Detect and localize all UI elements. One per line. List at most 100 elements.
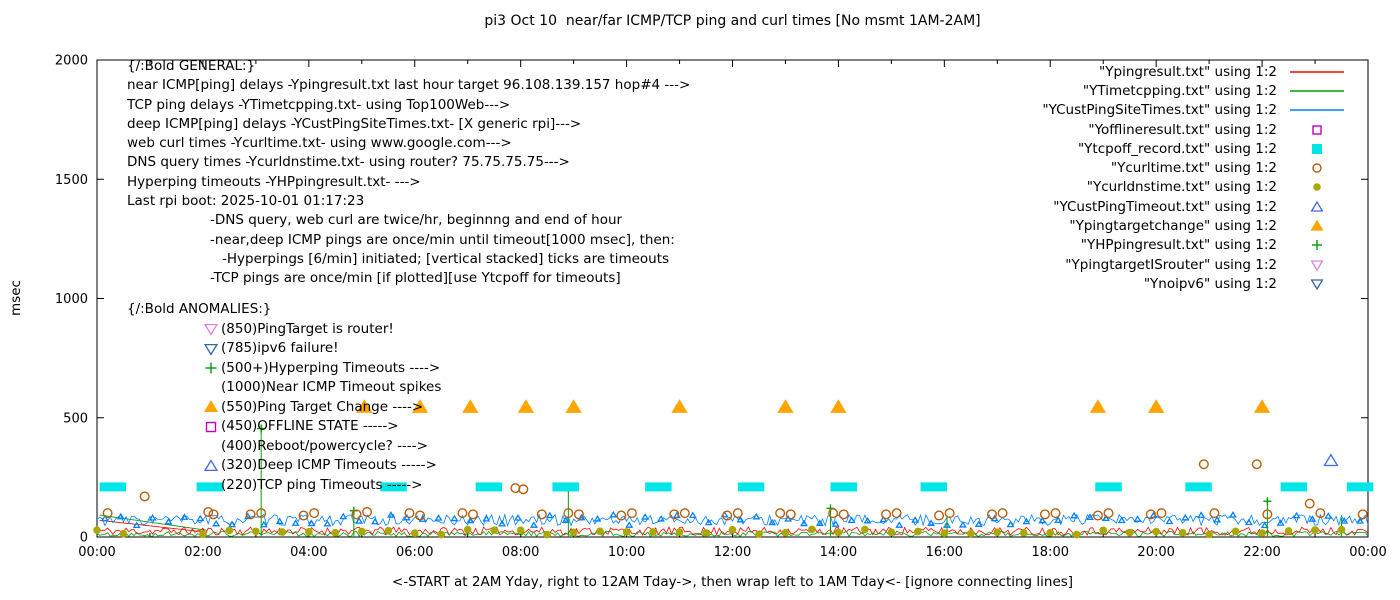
- x-tick-label: 06:00: [396, 545, 433, 560]
- anomaly-item: (850)PingTarget is router!: [127, 320, 441, 340]
- x-tick-label: 08:00: [502, 545, 539, 560]
- anomaly-label: (400)Reboot/powercycle? ---->: [221, 437, 428, 454]
- legend-sample-circle-filled-icon: [1313, 183, 1321, 192]
- anomaly-item: (500+)Hyperping Timeouts ---->: [127, 359, 441, 379]
- blank-icon: [203, 380, 219, 396]
- x-tick-label: 20:00: [1137, 545, 1174, 560]
- x-tick-label: 12:00: [714, 545, 751, 560]
- legend-entry: "YpingtargetISrouter" using 1:2: [1042, 255, 1345, 274]
- legend-sample-tri-down-open-icon: [1310, 279, 1324, 291]
- anomaly-item: (400)Reboot/powercycle? ---->: [127, 437, 441, 457]
- x-tick-label: 18:00: [1032, 545, 1069, 560]
- general-line: -DNS query, web curl are twice/hr, begin…: [210, 212, 623, 229]
- tri-up-open-icon: [203, 458, 219, 474]
- legend-sample-square-open-icon: [1312, 124, 1322, 135]
- anomaly-item: (220)TCP ping Timeouts ----->: [127, 476, 441, 496]
- legend: "Ypingresult.txt" using 1:2 "YTimetcpping…: [1042, 62, 1345, 294]
- anomaly-item: (550)Ping Target Change ---->: [127, 398, 441, 418]
- legend-entry: "Ycurltime.txt" using 1:2: [1042, 158, 1345, 177]
- legend-entry-label: "Ycurltime.txt" using 1:2: [1110, 160, 1277, 177]
- legend-entry-label: "Ypingtargetchange" using 1:2: [1069, 218, 1277, 235]
- general-line: -Hyperpings [6/min] initiated; [vertical…: [222, 250, 670, 267]
- legend-entry: "YHPpingresult.txt" using 1:2: [1042, 236, 1345, 255]
- x-tick-label: 02:00: [184, 545, 221, 560]
- series-Ycurltime: [102, 459, 1368, 521]
- legend-entry: "Ynoipv6" using 1:2: [1042, 274, 1345, 293]
- general-line: deep ICMP[ping] delays -YCustPingSiteTim…: [127, 115, 582, 132]
- legend-entry-label: "Ypingresult.txt" using 1:2: [1099, 63, 1277, 80]
- general-line: -TCP pings are once/min [if plotted][use…: [210, 270, 621, 287]
- series-Ytcpoff_record: [99, 482, 1374, 492]
- general-line: near ICMP[ping] delays -Ypingresult.txt …: [127, 77, 691, 94]
- general-line: DNS query times -Ycurldnstime.txt- using…: [127, 154, 570, 171]
- legend-entry: "Ycurldnstime.txt" using 1:2: [1042, 178, 1345, 197]
- legend-sample-tri-up-filled-icon: [1310, 219, 1324, 231]
- y-axis-title: msec: [8, 280, 24, 316]
- tri-up-filled-icon: [203, 399, 219, 415]
- legend-sample-line-icon: [1290, 109, 1344, 112]
- legend-sample-square-filled-icon: [1312, 143, 1322, 154]
- y-tick-label: 1000: [55, 292, 88, 307]
- x-tick-label: 04:00: [290, 545, 327, 560]
- general-line: Hyperping timeouts -YHPpingresult.txt- -…: [127, 173, 421, 190]
- legend-entry-label: "Ycurldnstime.txt" using 1:2: [1086, 179, 1277, 196]
- x-axis-title: <-START at 2AM Yday, right to 12AM Tday-…: [391, 574, 1074, 590]
- legend-entry: "Ytcpoff_record.txt" using 1:2: [1042, 139, 1345, 158]
- general-line: -near,deep ICMP pings are once/min until…: [210, 231, 675, 248]
- general-line: web curl times -Ycurltime.txt- using www…: [127, 135, 512, 152]
- general-line: Last rpi boot: 2025-10-01 01:17:23: [127, 193, 365, 210]
- anomaly-annotations: {/:Bold ANOMALIES:} (850)PingTarget is ro…: [127, 300, 441, 495]
- anomaly-label: (450)OFFLINE STATE ----->: [221, 418, 399, 434]
- anomaly-label: (320)Deep ICMP Timeouts ----->: [221, 457, 437, 473]
- y-tick-label: 1500: [55, 173, 88, 188]
- legend-entry-label: "Ynoipv6" using 1:2: [1143, 275, 1277, 292]
- anomalies-header: {/:Bold ANOMALIES:}: [127, 301, 272, 317]
- legend-sample-tri-up-open-icon: [1310, 200, 1324, 212]
- axis-ticks: 0 500 1000 1500 2000 00:00 02:00 04:00 06:00 08:0…: [55, 54, 1387, 561]
- anomaly-item: (450)OFFLINE STATE ----->: [127, 417, 441, 437]
- anomaly-label: (850)PingTarget is router!: [221, 320, 394, 337]
- anomaly-label: (550)Ping Target Change ---->: [221, 398, 424, 415]
- series-YCustPingTimeout: [1323, 453, 1339, 467]
- square-open-icon: [203, 419, 219, 435]
- x-tick-label: 00:00: [1349, 545, 1386, 560]
- x-tick-label: 14:00: [820, 545, 857, 560]
- legend-sample-line-icon: [1290, 90, 1344, 92]
- y-tick-label: 0: [80, 531, 88, 546]
- legend-sample-circle-open-icon: [1312, 163, 1322, 173]
- anomaly-item: (320)Deep ICMP Timeouts ----->: [127, 456, 441, 476]
- legend-entry: "YCustPingTimeout.txt" using 1:2: [1042, 197, 1345, 216]
- anomaly-label: (785)ipv6 failure!: [221, 340, 339, 356]
- legend-entry-label: "YTimetcpping.txt" using 1:2: [1082, 82, 1277, 99]
- x-tick-label: 00:00: [78, 545, 115, 560]
- legend-entry-label: "YHPpingresult.txt" using 1:2: [1080, 237, 1277, 254]
- x-tick-label: 10:00: [608, 545, 645, 560]
- legend-sample-line-icon: [1290, 70, 1344, 73]
- blank-icon: [203, 438, 219, 454]
- chart-title: pi3 Oct 10 near/far ICMP/TCP ping and cu…: [484, 13, 981, 29]
- plus-icon: [203, 360, 219, 376]
- legend-entry-label: "Yofflineresult.txt" using 1:2: [1088, 121, 1277, 138]
- anomaly-label: (1000)Near ICMP Timeout spikes: [221, 379, 442, 395]
- anomaly-label: (500+)Hyperping Timeouts ---->: [221, 359, 441, 376]
- series-Ypingtargetchange: [356, 399, 1271, 413]
- legend-sample-plus-icon: [1312, 240, 1322, 251]
- legend-entry-label: "YCustPingSiteTimes.txt" using 1:2: [1042, 102, 1277, 119]
- legend-entry-label: "Ytcpoff_record.txt" using 1:2: [1077, 140, 1277, 157]
- tri-down-open-icon: [203, 341, 219, 357]
- blank-icon: [203, 477, 219, 493]
- y-tick-label: 500: [63, 411, 88, 426]
- anomaly-item: (1000)Near ICMP Timeout spikes: [127, 378, 441, 398]
- legend-entry: "YTimetcpping.txt" using 1:2: [1042, 81, 1345, 100]
- x-tick-label: 16:00: [926, 545, 963, 560]
- series-Ycurldnstime: [93, 525, 1346, 539]
- general-header: {/:Bold GENERAL:}: [127, 58, 256, 74]
- tri-down-open-icon: [203, 321, 219, 337]
- legend-sample-tri-down-open-icon: [1310, 259, 1324, 271]
- general-annotations: {/:Bold GENERAL:} near ICMP[ping] delays …: [127, 57, 690, 289]
- anomaly-item: (785)ipv6 failure!: [127, 339, 441, 359]
- legend-entry: "Ypingtargetchange" using 1:2: [1042, 216, 1345, 235]
- x-tick-label: 22:00: [1243, 545, 1280, 560]
